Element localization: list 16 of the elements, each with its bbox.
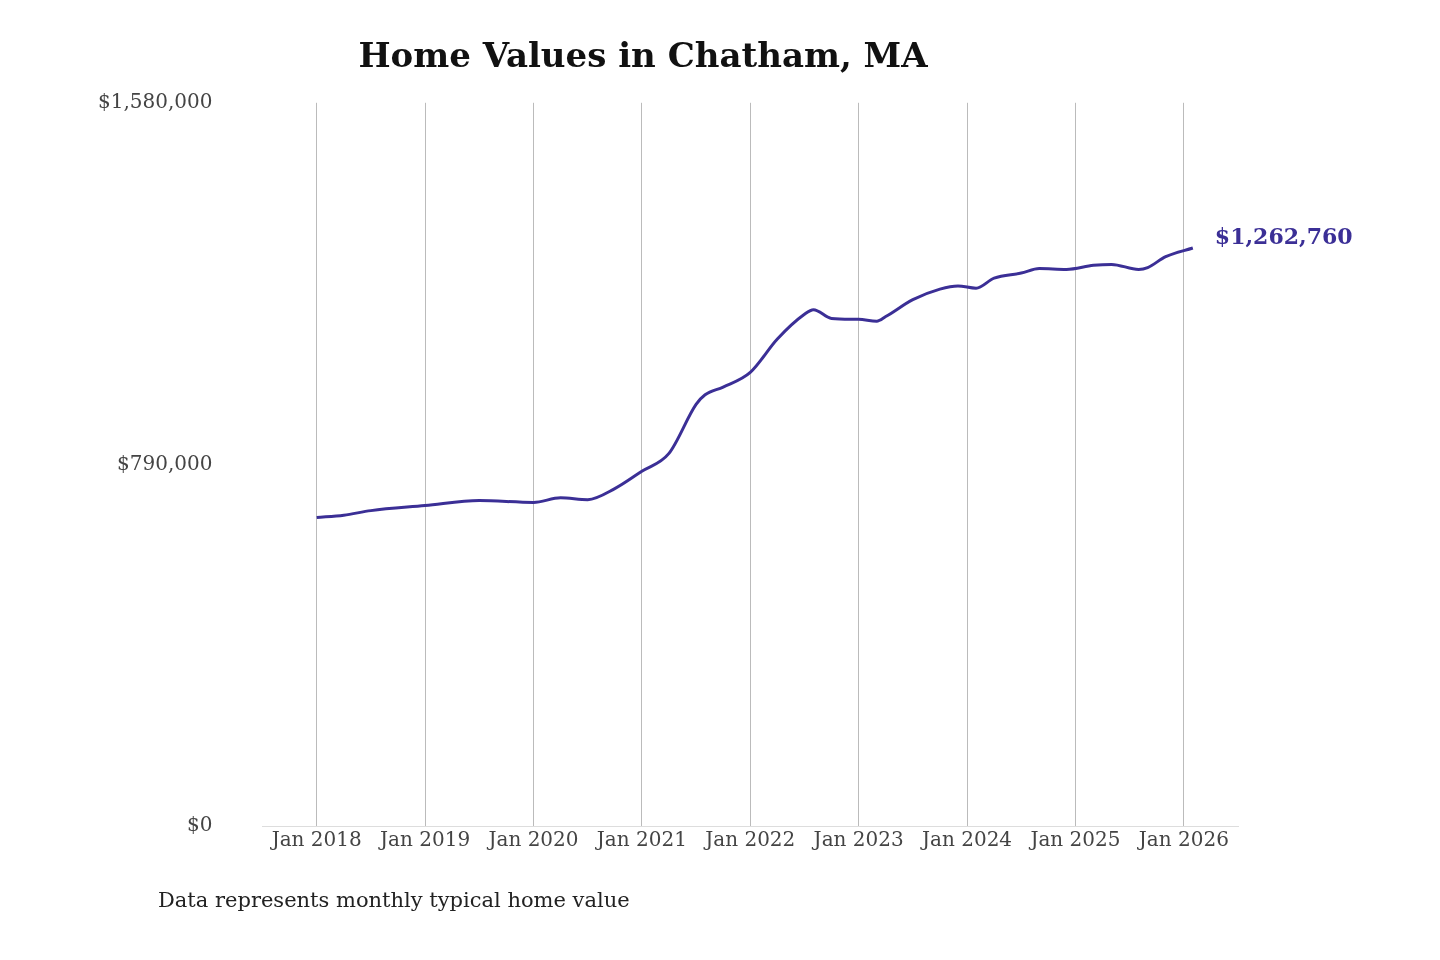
x-tick-label: Jan 2024 xyxy=(919,827,1013,852)
chart-title: Home Values in Chatham, MA xyxy=(358,35,929,76)
x-tick-label: Jan 2023 xyxy=(811,827,904,852)
y-tick-label: $790,000 xyxy=(117,450,213,475)
x-tick-label: Jan 2022 xyxy=(703,827,796,852)
x-tick-label: Jan 2021 xyxy=(594,827,687,852)
x-tick-label: Jan 2019 xyxy=(378,827,471,852)
line-series xyxy=(315,246,1195,519)
text: Data represents monthly typical home value xyxy=(158,888,631,912)
x-tick-label: Jan 2026 xyxy=(1136,827,1229,852)
x-tick-label: Jan 2020 xyxy=(486,827,579,852)
y-tick-label: $1,580,000 xyxy=(98,89,213,113)
x-tick-label: Jan 2025 xyxy=(1028,827,1121,852)
annotation: $1,262,760 xyxy=(1214,222,1353,249)
x-tick-label: Jan 2018 xyxy=(269,827,362,852)
y-tick-label: $0 xyxy=(187,812,213,837)
